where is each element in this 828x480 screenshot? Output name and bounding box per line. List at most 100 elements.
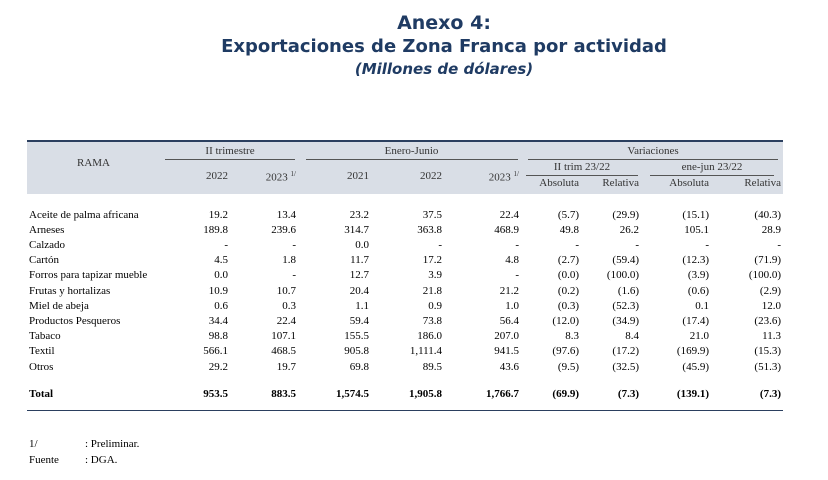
value-cell-e23: 207.0: [494, 330, 519, 343]
value-cell-e22: 363.8: [417, 223, 442, 236]
col-2021-ene: 2021: [347, 170, 369, 183]
value-cell-e23: 56.4: [499, 315, 519, 328]
value-cell-ta: 8.3: [565, 330, 579, 343]
value-cell-er: (7.3): [759, 387, 781, 400]
value-cell-t22: 29.2: [208, 360, 228, 373]
bottom-rule: [27, 410, 783, 412]
exports-table: RAMA II trimestre Enero-Junio Variacione…: [27, 140, 783, 412]
rama-cell: Total: [29, 387, 54, 400]
value-cell-er: (2.9): [759, 284, 781, 297]
rama-cell: Miel de abeja: [29, 299, 89, 312]
value-cell-t23: 13.4: [276, 208, 296, 221]
value-cell-ea: (15.1): [682, 208, 709, 221]
value-cell-e22: 37.5: [422, 208, 442, 221]
value-cell-ta: (2.7): [557, 254, 579, 267]
value-cell-tr: (17.2): [612, 345, 639, 358]
value-cell-tr: (29.9): [612, 208, 639, 221]
col-absoluta-trim: Absoluta: [539, 177, 579, 190]
value-cell-e21: 155.5: [344, 330, 369, 343]
value-cell-e22: 186.0: [417, 330, 442, 343]
value-cell-t22: 34.4: [208, 315, 228, 328]
table-row: Calzado - - 0.0 - - - - - -: [27, 238, 783, 253]
value-cell-t22: 189.8: [203, 223, 228, 236]
value-cell-e23: 22.4: [499, 208, 519, 221]
table-title: Exportaciones de Zona Franca por activid…: [221, 36, 667, 57]
value-cell-ea: 105.1: [684, 223, 709, 236]
table-row: Forros para tapizar mueble 0.0 - 12.7 3.9 - (0…: [27, 268, 783, 283]
value-cell-ta: (69.9): [552, 387, 579, 400]
value-cell-e23: 1,766.7: [486, 387, 519, 400]
value-cell-er: (23.6): [754, 315, 781, 328]
value-cell-t22: 0.6: [214, 299, 228, 312]
value-cell-t23: 19.7: [276, 360, 296, 373]
rama-cell: Otros: [29, 360, 54, 373]
value-cell-er: (51.3): [754, 360, 781, 373]
table-row: Arneses 189.8 239.6 314.7 363.8 468.9 49.8 26.2…: [27, 223, 783, 238]
value-cell-e23: 941.5: [494, 345, 519, 358]
value-cell-e22: -: [438, 239, 442, 252]
value-cell-ta: -: [575, 239, 579, 252]
value-cell-t23: 239.6: [271, 223, 296, 236]
value-cell-ta: (12.0): [552, 315, 579, 328]
col-absoluta-ene: Absoluta: [669, 177, 709, 190]
value-cell-er: 28.9: [761, 223, 781, 236]
col-2023-trim: 2023 1/: [265, 170, 296, 185]
title-block: Anexo 4: Exportaciones de Zona Franca po…: [0, 12, 828, 80]
value-cell-e21: 905.8: [344, 345, 369, 358]
value-cell-ea: 0.1: [695, 299, 709, 312]
value-cell-ta: (0.0): [557, 269, 579, 282]
value-cell-ea: (12.3): [682, 254, 709, 267]
value-cell-e22: 0.9: [428, 299, 442, 312]
value-cell-e21: 59.4: [349, 315, 369, 328]
rama-cell: Cartón: [29, 254, 59, 267]
table-row: Aceite de palma africana 19.2 13.4 23.2 37.5…: [27, 208, 783, 223]
col-2022-trim: 2022: [206, 170, 228, 183]
value-cell-er: (100.0): [748, 269, 781, 282]
value-cell-tr: (52.3): [612, 299, 639, 312]
total-row: Total 953.5 883.5 1,574.5 1,905.8 1,766.7 (69.…: [27, 387, 783, 402]
header-spacer: [27, 194, 783, 208]
group-header-variaciones: Variaciones: [523, 142, 783, 161]
value-cell-t23: 468.5: [271, 345, 296, 358]
value-cell-ta: (97.6): [552, 345, 579, 358]
table-row: Productos Pesqueros 34.4 22.4 59.4 73.8 56.4 (…: [27, 314, 783, 329]
group-header-trimestre: II trimestre: [160, 142, 300, 161]
value-cell-t22: 4.5: [214, 254, 228, 267]
value-cell-e22: 17.2: [422, 254, 442, 267]
value-cell-t23: 10.7: [276, 284, 296, 297]
value-cell-e21: 69.8: [349, 360, 369, 373]
rama-cell: Textil: [29, 345, 55, 358]
value-cell-ea: -: [705, 239, 709, 252]
value-cell-ea: (0.6): [687, 284, 709, 297]
value-cell-e21: 1,574.5: [336, 387, 369, 400]
value-cell-e22: 1,905.8: [409, 387, 442, 400]
value-cell-e21: 314.7: [344, 223, 369, 236]
footnotes: 1/: Preliminar. Fuente: DGA.: [29, 436, 139, 468]
value-cell-t23: 107.1: [271, 330, 296, 343]
value-cell-t23: 883.5: [271, 387, 296, 400]
value-cell-e21: 11.7: [350, 254, 369, 267]
col-2022-ene: 2022: [420, 170, 442, 183]
rama-cell: Calzado: [29, 239, 66, 252]
rama-cell: Productos Pesqueros: [29, 315, 121, 328]
value-cell-er: 12.0: [761, 299, 781, 312]
value-cell-ea: 21.0: [689, 330, 709, 343]
rama-cell: Frutas y hortalizas: [29, 284, 111, 297]
value-cell-ea: (45.9): [682, 360, 709, 373]
value-cell-tr: (1.6): [617, 284, 639, 297]
value-cell-e23: 21.2: [499, 284, 519, 297]
value-cell-t22: 10.9: [208, 284, 228, 297]
value-cell-ta: (5.7): [557, 208, 579, 221]
value-cell-e21: 12.7: [349, 269, 369, 282]
footnote-fuente: Fuente: DGA.: [29, 454, 118, 466]
value-cell-er: (15.3): [754, 345, 781, 358]
value-cell-t22: 98.8: [208, 330, 228, 343]
value-cell-ea: (3.9): [687, 269, 709, 282]
value-cell-t23: 1.8: [282, 254, 296, 267]
rama-cell: Forros para tapizar mueble: [29, 269, 148, 282]
value-cell-t22: 19.2: [208, 208, 228, 221]
value-cell-er: -: [777, 239, 781, 252]
value-cell-t23: -: [292, 269, 296, 282]
value-cell-t23: 0.3: [282, 299, 296, 312]
annex-title: Anexo 4:: [397, 12, 491, 34]
